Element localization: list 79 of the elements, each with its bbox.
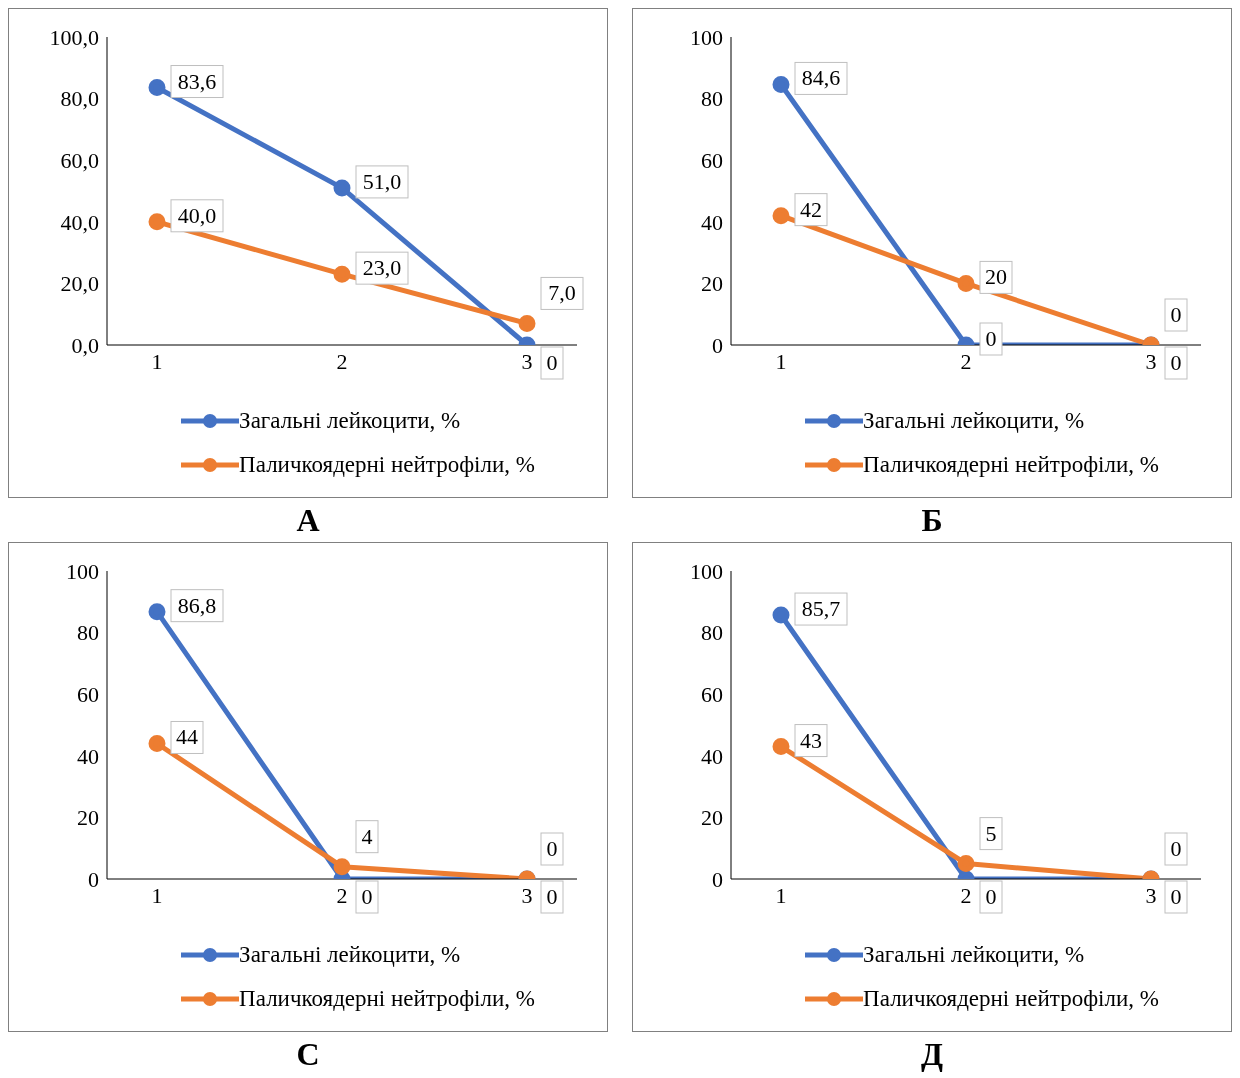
y-tick-label: 100: [66, 558, 99, 584]
x-tick-label: 3: [1145, 882, 1157, 908]
data-label: 4: [361, 823, 373, 849]
data-label: 85,7: [801, 596, 841, 622]
point: [148, 603, 166, 621]
legend-label: Паличкоядерні нейтрофіли, %: [239, 451, 535, 479]
data-label: 40,0: [177, 202, 217, 228]
legend-label: Паличкоядерні нейтрофіли, %: [863, 985, 1159, 1013]
legend-label: Паличкоядерні нейтрофіли, %: [239, 985, 535, 1013]
x-tick-label: 2: [960, 882, 972, 908]
x-tick-label: 2: [960, 348, 972, 374]
text: Б: [920, 501, 944, 540]
data-label: 0: [985, 326, 997, 351]
y-tick-label: 80: [701, 620, 723, 646]
y-tick-label: 20: [77, 805, 99, 831]
y-tick-label: 60,0: [60, 148, 99, 174]
x-tick-label: 1: [775, 882, 787, 908]
data-label: 23,0: [362, 255, 402, 281]
data-label: 7,0: [548, 280, 576, 306]
y-tick-label: 0: [712, 332, 723, 358]
data-label: 84,6: [801, 65, 841, 91]
data-label: 0: [1170, 350, 1182, 375]
data-label: 0: [1170, 836, 1182, 861]
data-label: 0: [361, 884, 373, 909]
point: [148, 79, 166, 97]
text: С: [295, 1035, 321, 1074]
y-tick-label: 100: [690, 24, 723, 50]
data-label: 83,6: [177, 68, 217, 94]
y-tick-label: 100: [690, 558, 723, 584]
legend-label: Паличкоядерні нейтрофіли, %: [863, 451, 1159, 479]
point: [333, 179, 351, 197]
point: [518, 314, 536, 332]
x-tick-label: 2: [336, 348, 348, 374]
data-label: 20: [985, 264, 1007, 290]
data-label: 0: [1170, 302, 1182, 327]
y-tick-label: 100,0: [49, 24, 99, 50]
data-label: 0: [546, 350, 558, 375]
y-tick-label: 20,0: [60, 271, 99, 297]
data-label: 43: [800, 727, 822, 753]
x-tick-label: 3: [521, 348, 533, 374]
x-tick-label: 1: [775, 348, 787, 374]
y-tick-label: 60: [701, 148, 723, 174]
y-tick-label: 40,0: [60, 209, 99, 235]
data-label: 44: [176, 724, 198, 750]
data-label: 0: [985, 884, 997, 909]
legend-label: Загальні лейкоцити, %: [239, 407, 461, 435]
y-tick-label: 20: [701, 271, 723, 297]
data-label: 0: [1170, 884, 1182, 909]
y-tick-label: 0: [88, 866, 99, 892]
legend-label: Загальні лейкоцити, %: [239, 941, 461, 969]
data-label: 0: [546, 884, 558, 909]
data-label: 51,0: [362, 168, 402, 194]
x-tick-label: 1: [151, 348, 163, 374]
point: [148, 734, 166, 752]
y-tick-label: 40: [701, 209, 723, 235]
x-tick-label: 3: [1145, 348, 1157, 374]
point: [333, 265, 351, 283]
legend-label: Загальні лейкоцити, %: [863, 407, 1085, 435]
y-tick-label: 80: [701, 86, 723, 112]
y-tick-label: 80: [77, 620, 99, 646]
point: [148, 213, 166, 231]
x-tick-label: 1: [151, 882, 163, 908]
y-tick-label: 40: [77, 743, 99, 769]
x-tick-label: 2: [336, 882, 348, 908]
y-tick-label: 0: [712, 866, 723, 892]
y-tick-label: 40: [701, 743, 723, 769]
data-label: 5: [985, 820, 997, 846]
y-tick-label: 0,0: [71, 332, 99, 358]
y-tick-label: 80,0: [60, 86, 99, 112]
data-label: 86,8: [177, 592, 217, 618]
y-tick-label: 60: [77, 682, 99, 708]
y-tick-label: 60: [701, 682, 723, 708]
data-label: 0: [546, 836, 558, 861]
legend-label: Загальні лейкоцити, %: [863, 941, 1085, 969]
text: А: [295, 501, 321, 540]
data-label: 42: [800, 196, 822, 222]
x-tick-label: 3: [521, 882, 533, 908]
y-tick-label: 20: [701, 805, 723, 831]
text: Д: [920, 1035, 944, 1074]
